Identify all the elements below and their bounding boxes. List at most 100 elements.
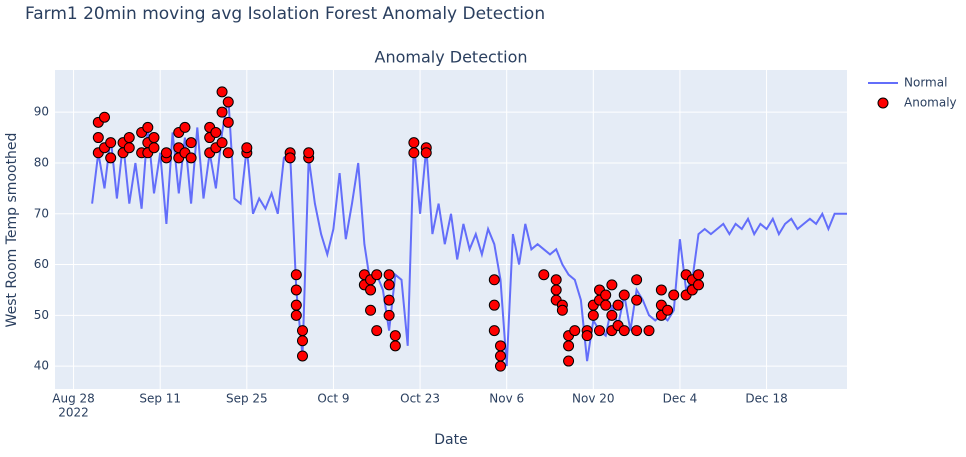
anomaly-point bbox=[488, 299, 500, 311]
x-tick-label: Sep 25 bbox=[226, 392, 268, 406]
anomaly-point bbox=[655, 284, 667, 296]
anomaly-point bbox=[569, 325, 581, 337]
anomaly-point bbox=[297, 335, 308, 347]
anomaly-point bbox=[241, 142, 253, 154]
anomaly-point bbox=[495, 350, 506, 362]
x-tick-label: Nov 20 bbox=[572, 392, 615, 406]
y-tick-label: 70 bbox=[34, 206, 49, 220]
anomaly-point bbox=[550, 274, 562, 286]
page-title: Farm1 20min moving avg Isolation Forest … bbox=[25, 4, 545, 24]
anomaly-point bbox=[99, 111, 110, 123]
anomaly-point bbox=[581, 330, 593, 342]
anomaly-point bbox=[606, 279, 618, 291]
anomaly-point bbox=[297, 350, 308, 362]
anomaly-point bbox=[160, 147, 172, 159]
anomaly-point bbox=[643, 325, 655, 337]
anomaly-point bbox=[556, 304, 568, 316]
anomaly-point bbox=[383, 269, 395, 281]
anomaly-point bbox=[383, 294, 395, 306]
anomaly-point bbox=[222, 96, 234, 108]
y-tick-label: 50 bbox=[34, 308, 49, 322]
anomaly-point bbox=[365, 304, 377, 316]
anomaly-point bbox=[488, 325, 500, 337]
anomaly-point bbox=[290, 299, 302, 311]
anomaly-point bbox=[371, 269, 383, 281]
anomaly-point bbox=[123, 142, 135, 154]
anomaly-point bbox=[216, 106, 228, 118]
anomaly-point bbox=[142, 121, 154, 133]
anomaly-point bbox=[365, 284, 377, 296]
anomaly-point bbox=[222, 116, 234, 128]
x-tick-label: Dec 4 bbox=[663, 392, 698, 406]
anomaly-point bbox=[550, 284, 562, 296]
x-tick-label: Nov 6 bbox=[489, 392, 524, 406]
anomaly-point bbox=[631, 325, 643, 337]
anomaly-point bbox=[420, 147, 432, 159]
anomaly-point bbox=[303, 147, 315, 159]
anomaly-point bbox=[408, 147, 420, 159]
anomaly-point bbox=[383, 279, 395, 291]
line bbox=[91, 96, 847, 367]
anomaly-point bbox=[383, 309, 395, 321]
anomaly-point bbox=[389, 330, 401, 342]
anomaly-point bbox=[222, 147, 234, 159]
anomaly-point bbox=[495, 340, 506, 352]
anomaly-point bbox=[284, 152, 296, 164]
anomaly-point bbox=[92, 132, 104, 144]
x-tick-label: Aug 28 bbox=[52, 392, 95, 406]
chart-title: Anomaly Detection bbox=[375, 48, 528, 67]
anomaly-point bbox=[290, 309, 302, 321]
anomaly-point bbox=[587, 309, 599, 321]
legend-label: Anomaly bbox=[904, 96, 957, 110]
anomaly-point bbox=[600, 299, 612, 311]
anomaly-point bbox=[594, 325, 605, 337]
anomaly-point bbox=[538, 269, 550, 281]
anomaly-point bbox=[495, 360, 506, 372]
anomaly-point bbox=[618, 289, 630, 301]
anomaly-point bbox=[662, 304, 674, 316]
y-tick-label: 40 bbox=[34, 359, 49, 373]
anomaly-point bbox=[105, 152, 117, 164]
y-axis-label: West Room Temp smoothed bbox=[4, 133, 20, 328]
anomaly-point bbox=[216, 137, 228, 149]
anomaly-point bbox=[185, 137, 197, 149]
anomaly-point bbox=[668, 289, 680, 301]
anomaly-point bbox=[105, 137, 117, 149]
x-tick-label: Oct 23 bbox=[400, 392, 440, 406]
legend-label: Normal bbox=[904, 76, 947, 90]
x-tick-year: 2022 bbox=[58, 406, 89, 420]
x-tick-label: Oct 9 bbox=[317, 392, 349, 406]
anomaly-point bbox=[631, 274, 643, 286]
anomaly-point bbox=[693, 269, 704, 281]
anomaly-point bbox=[297, 325, 308, 337]
x-axis-label: Date bbox=[434, 432, 467, 448]
y-tick-label: 80 bbox=[34, 155, 49, 169]
anomaly-point bbox=[606, 309, 618, 321]
anomaly-point bbox=[210, 126, 222, 138]
y-tick-label: 90 bbox=[34, 105, 49, 119]
anomaly-point bbox=[600, 289, 612, 301]
y-tick-label: 60 bbox=[34, 257, 49, 271]
anomaly-point bbox=[488, 274, 500, 286]
anomaly-point bbox=[290, 269, 302, 281]
anomaly-point bbox=[563, 340, 575, 352]
anomaly-point bbox=[216, 86, 228, 98]
anomaly-point bbox=[612, 299, 624, 311]
anomaly-point bbox=[618, 325, 630, 337]
anomaly-point bbox=[389, 340, 401, 352]
plot-area bbox=[55, 70, 847, 389]
legend-swatch bbox=[877, 97, 889, 109]
anomaly-point bbox=[179, 121, 191, 133]
anomaly-point bbox=[631, 294, 643, 306]
anomaly-point bbox=[148, 132, 160, 144]
x-tick-label: Dec 18 bbox=[745, 392, 787, 406]
anomaly-point bbox=[148, 142, 160, 154]
anomaly-point bbox=[185, 152, 197, 164]
anomaly-point bbox=[693, 279, 704, 291]
anomaly-point bbox=[123, 132, 135, 144]
anomaly-point bbox=[371, 325, 383, 337]
x-tick-label: Sep 11 bbox=[139, 392, 181, 406]
anomaly-point bbox=[563, 355, 575, 367]
